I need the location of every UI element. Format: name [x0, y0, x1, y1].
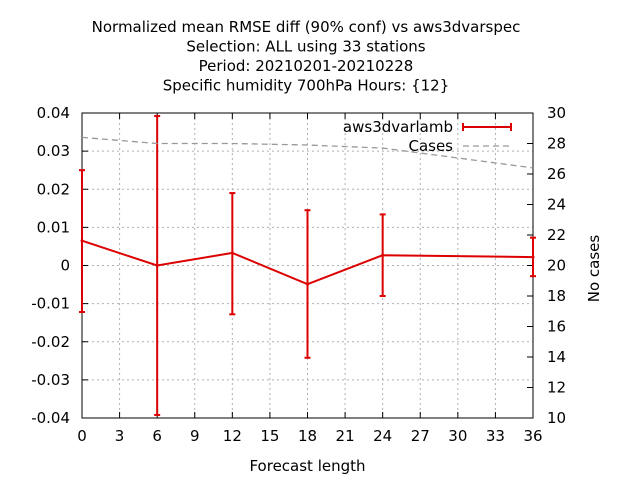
y2-tick-label: 24 [547, 196, 566, 214]
x-tick-label: 36 [523, 427, 542, 445]
y2-tick-label: 28 [547, 135, 566, 153]
x-tick-label: 24 [373, 427, 392, 445]
y2-axis-label: No cases [585, 235, 603, 303]
data-point [230, 251, 234, 255]
x-tick-label: 33 [486, 427, 505, 445]
y2-tick-label: 14 [547, 348, 566, 366]
x-tick-label: 27 [411, 427, 430, 445]
x-tick-label: 12 [223, 427, 242, 445]
x-tick-label: 9 [190, 427, 200, 445]
y-tick-label: 0.03 [37, 142, 70, 160]
x-tick-label: 3 [115, 427, 125, 445]
data-point [80, 239, 84, 243]
series-line-aws3dvarlamb [81, 239, 534, 286]
title-line-2: Selection: ALL using 33 stations [186, 38, 425, 56]
y2-tick-label: 30 [547, 104, 566, 122]
series-layer [79, 115, 536, 416]
title-line-3: Period: 20210201-20210228 [199, 57, 414, 75]
y-tick-label: 0.02 [37, 180, 70, 198]
legend-label: aws3dvarlamb [343, 118, 453, 136]
y-tick-label: -0.03 [31, 371, 70, 389]
y2-tick-label: 22 [547, 226, 566, 244]
y2-tick-label: 18 [547, 287, 566, 305]
chart-title: Normalized mean RMSE diff (90% conf) vs … [92, 18, 521, 95]
y-tick-label: -0.02 [31, 333, 70, 351]
axis-ticks: 0 3 6 9 12 15 18 21 24 27 30 33 36-0.04-0.03-0.02-0.… [31, 104, 566, 445]
x-axis-label: Forecast length [249, 457, 365, 475]
data-point [155, 264, 159, 267]
x-tick-label: 30 [448, 427, 467, 445]
title-line-1: Normalized mean RMSE diff (90% conf) vs … [92, 18, 521, 36]
y2-tick-label: 16 [547, 318, 566, 336]
x-tick-label: 6 [152, 427, 162, 445]
y-tick-label: 0 [60, 257, 70, 275]
y-tick-label: 0.01 [37, 218, 70, 236]
x-tick-label: 0 [77, 427, 87, 445]
data-point [531, 255, 535, 259]
title-line-4: Specific humidity 700hPa Hours: {12} [163, 77, 450, 95]
series-line-cases [81, 136, 534, 169]
y-tick-label: -0.04 [31, 409, 70, 427]
x-tick-label: 15 [260, 427, 279, 445]
legend-label: Cases [408, 137, 453, 155]
y2-tick-label: 10 [547, 409, 566, 427]
data-point [381, 253, 385, 257]
data-point [306, 282, 309, 286]
y2-tick-label: 26 [547, 165, 566, 183]
y-tick-label: -0.01 [31, 295, 70, 313]
x-tick-label: 21 [336, 427, 355, 445]
y-tick-label: 0.04 [37, 104, 70, 122]
y2-tick-label: 20 [547, 257, 566, 275]
x-tick-label: 18 [298, 427, 317, 445]
y2-tick-label: 12 [547, 379, 566, 397]
